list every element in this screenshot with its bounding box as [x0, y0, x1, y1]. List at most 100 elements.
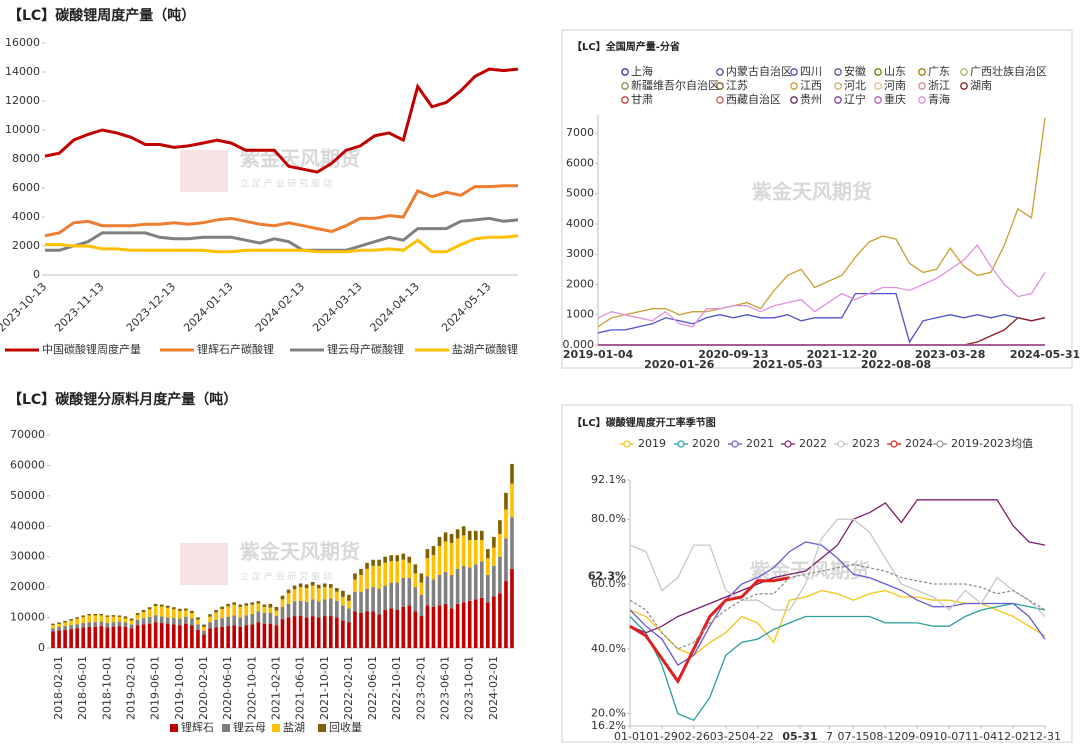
y-tick-label: 1000	[566, 308, 594, 321]
bar-segment	[359, 591, 363, 614]
bar-segment	[87, 613, 92, 616]
bar-segment	[214, 627, 218, 648]
legend-label: 河北	[844, 79, 866, 92]
legend-swatch	[716, 96, 724, 104]
bar-segment	[425, 605, 430, 648]
bar-segment	[353, 591, 357, 612]
bar-segment	[63, 620, 67, 623]
bar-segment	[117, 616, 122, 622]
bar-segment	[244, 625, 249, 648]
bar-segment	[322, 587, 327, 600]
bar-segment	[310, 581, 315, 586]
bar-segment	[123, 618, 128, 623]
bar-segment	[165, 617, 170, 624]
bar-segment	[455, 603, 460, 648]
bar-segment	[81, 623, 86, 628]
legend-label: 湖南	[970, 79, 992, 92]
y-tick-label: 50000	[10, 489, 45, 502]
bar-segment	[171, 617, 176, 625]
bar-segment	[190, 625, 194, 648]
x-tick-label: 01-01	[614, 730, 646, 743]
series-line	[629, 576, 790, 685]
bar-segment	[81, 627, 86, 648]
bar-segment	[377, 588, 381, 615]
bar-segment	[147, 623, 152, 648]
bar-segment	[280, 619, 285, 648]
y-tick-label: 0	[33, 268, 40, 281]
x-tick-label: 2018-10-01	[100, 656, 113, 720]
bar-segment	[129, 620, 134, 625]
bar-segment	[159, 604, 164, 607]
bar-segment	[232, 625, 236, 648]
bar-segment	[353, 611, 357, 648]
legend-label: 西藏自治区	[726, 92, 781, 106]
watermark-sub: 立 足 产 业 研 究 驱 动	[240, 178, 332, 190]
bar-segment	[341, 605, 345, 621]
bar-segment	[75, 618, 79, 625]
bar-segment	[220, 606, 224, 610]
watermark-sub: 立 足 产 业 研 究 驱 动	[240, 571, 332, 583]
bar-segment	[292, 616, 297, 648]
bar-segment	[437, 546, 442, 575]
bar-segment	[99, 615, 104, 622]
legend-swatch	[790, 82, 798, 90]
bar-segment	[111, 626, 116, 648]
y-tick-label: 5000	[566, 187, 594, 200]
bar-segment	[329, 584, 333, 588]
legend-swatch	[874, 96, 882, 104]
y-tick-label: 10000	[5, 123, 40, 136]
bar-segment	[178, 618, 182, 626]
legend-label: 广西壮族自治区	[970, 64, 1047, 78]
legend-label: 锂云母	[233, 720, 266, 734]
bar-segment	[190, 610, 194, 614]
x-tick-label: 2019-10-01	[173, 656, 186, 720]
bar-segment	[407, 562, 412, 579]
legend-swatch	[837, 440, 845, 448]
bar-segment	[461, 526, 466, 536]
bar-segment	[510, 483, 514, 518]
y-tick-label: 4000	[12, 210, 40, 223]
bar-segment	[498, 533, 502, 557]
y-tick-label: 8000	[12, 152, 40, 165]
bar-segment	[69, 619, 73, 621]
legend-swatch	[960, 82, 968, 90]
bar-segment	[304, 588, 309, 602]
watermark: 紫金天风期货	[240, 540, 360, 564]
legend-swatch	[790, 96, 798, 104]
legend-label: 浙江	[928, 79, 950, 92]
bar-segment	[262, 606, 267, 614]
bar-segment	[165, 607, 170, 618]
legend-label: 新疆维吾尔自治区	[631, 78, 719, 92]
bar-segment	[401, 559, 406, 579]
bar-segment	[359, 613, 363, 648]
bar-segment	[298, 583, 303, 588]
bar-segment	[389, 582, 394, 609]
x-tick-label: 2023-02-01	[414, 656, 427, 720]
bar-segment	[286, 617, 291, 648]
x-tick-label: 2023-03-28	[915, 348, 985, 361]
bar-segment	[316, 584, 321, 589]
bar-segment	[310, 599, 315, 617]
bar-segment	[190, 618, 194, 626]
bar-segment	[359, 568, 363, 575]
legend-label: 2024	[905, 437, 933, 450]
bar-segment	[256, 601, 261, 604]
x-tick-label: 2022-08-08	[861, 358, 931, 371]
bar-segment	[425, 576, 430, 606]
bar-segment	[147, 616, 152, 624]
x-tick-label: 2021-10-01	[318, 656, 331, 720]
bar-segment	[274, 606, 279, 611]
x-tick-label: 12-31	[1029, 730, 1061, 743]
bar-segment	[298, 587, 303, 601]
bar-segment	[232, 604, 236, 616]
bar-segment	[329, 598, 333, 617]
bar-segment	[413, 611, 418, 648]
bar-segment	[129, 628, 134, 648]
bar-segment	[57, 622, 61, 624]
bar-segment	[492, 547, 496, 566]
bar-segment	[431, 606, 436, 648]
bar-segment	[220, 609, 224, 619]
bar-segment	[93, 615, 98, 623]
series-line	[45, 216, 519, 252]
x-tick-label: 2020-10-01	[245, 656, 258, 720]
